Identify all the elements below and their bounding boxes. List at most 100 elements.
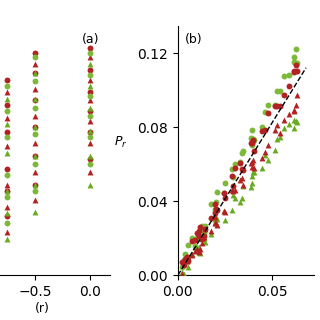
Point bbox=[237, 200, 242, 205]
Point bbox=[5, 172, 10, 178]
Point bbox=[199, 224, 204, 229]
Point bbox=[278, 134, 283, 139]
Point bbox=[251, 138, 256, 143]
Point bbox=[199, 233, 204, 238]
Point bbox=[239, 151, 244, 156]
Point bbox=[33, 55, 38, 60]
Point bbox=[294, 103, 299, 108]
Point bbox=[275, 89, 280, 94]
Point bbox=[287, 73, 292, 78]
Point bbox=[88, 118, 93, 124]
Point bbox=[212, 216, 218, 221]
Point bbox=[263, 149, 268, 155]
Point bbox=[88, 55, 93, 60]
Point bbox=[33, 98, 38, 103]
Point bbox=[185, 254, 190, 260]
Point bbox=[229, 173, 235, 178]
Point bbox=[212, 208, 218, 213]
Point bbox=[5, 90, 10, 95]
Point bbox=[183, 257, 188, 262]
Point bbox=[221, 209, 227, 214]
Point bbox=[250, 173, 255, 178]
Point bbox=[287, 122, 292, 127]
Point bbox=[189, 239, 194, 244]
Point bbox=[251, 165, 256, 170]
Point bbox=[266, 102, 271, 107]
Point bbox=[222, 196, 228, 201]
Point bbox=[250, 180, 255, 186]
Point bbox=[33, 114, 38, 119]
Point bbox=[194, 235, 199, 240]
Point bbox=[294, 62, 299, 68]
Point bbox=[5, 109, 10, 114]
Point bbox=[250, 164, 255, 169]
Point bbox=[183, 252, 188, 257]
Point bbox=[272, 127, 277, 132]
Point bbox=[88, 169, 93, 174]
Point bbox=[287, 83, 292, 88]
Point bbox=[275, 123, 280, 128]
Point bbox=[33, 188, 38, 194]
Point bbox=[196, 236, 201, 241]
Point bbox=[5, 102, 10, 108]
Point bbox=[249, 160, 254, 165]
Point bbox=[203, 227, 208, 232]
Point bbox=[272, 104, 277, 109]
Point bbox=[180, 272, 185, 277]
Point bbox=[294, 60, 299, 65]
Point bbox=[214, 214, 219, 220]
Point bbox=[203, 239, 208, 244]
Point bbox=[212, 219, 218, 224]
Point bbox=[33, 50, 38, 55]
Point bbox=[196, 233, 201, 238]
Point bbox=[229, 188, 235, 193]
Point bbox=[294, 118, 299, 123]
Point bbox=[229, 166, 235, 171]
Point bbox=[88, 98, 93, 103]
Point bbox=[249, 184, 254, 189]
Point bbox=[196, 250, 201, 255]
Point bbox=[192, 244, 197, 249]
Point bbox=[287, 111, 292, 116]
Point bbox=[5, 150, 10, 155]
Point bbox=[5, 144, 10, 149]
Point bbox=[214, 220, 219, 226]
Text: (b): (b) bbox=[185, 33, 202, 46]
Point bbox=[292, 69, 297, 75]
Point bbox=[229, 207, 235, 212]
Point bbox=[272, 103, 277, 108]
Point bbox=[222, 180, 228, 186]
Point bbox=[33, 125, 38, 130]
Point bbox=[241, 167, 246, 172]
Point bbox=[208, 201, 213, 206]
Point bbox=[33, 106, 38, 111]
Point bbox=[33, 131, 38, 136]
Point bbox=[184, 259, 189, 264]
Point bbox=[88, 45, 93, 51]
Point bbox=[249, 140, 254, 145]
Point bbox=[230, 188, 236, 193]
Point bbox=[180, 264, 185, 269]
Point bbox=[88, 114, 93, 119]
Point bbox=[88, 93, 93, 98]
Point bbox=[239, 166, 244, 172]
Point bbox=[232, 195, 237, 200]
Point bbox=[5, 77, 10, 82]
Point bbox=[239, 175, 244, 180]
Point bbox=[199, 234, 204, 239]
Point bbox=[183, 258, 188, 263]
Point bbox=[88, 72, 93, 77]
Point bbox=[221, 190, 227, 195]
Point bbox=[275, 104, 280, 109]
Point bbox=[208, 215, 213, 220]
Point bbox=[292, 68, 297, 73]
Point bbox=[196, 235, 201, 240]
Point bbox=[251, 169, 256, 174]
Point bbox=[237, 160, 242, 165]
Point bbox=[212, 201, 218, 206]
Point bbox=[294, 119, 299, 124]
Point bbox=[241, 182, 246, 188]
Point bbox=[294, 68, 299, 73]
Point bbox=[181, 258, 187, 263]
X-axis label: (r): (r) bbox=[35, 302, 50, 315]
